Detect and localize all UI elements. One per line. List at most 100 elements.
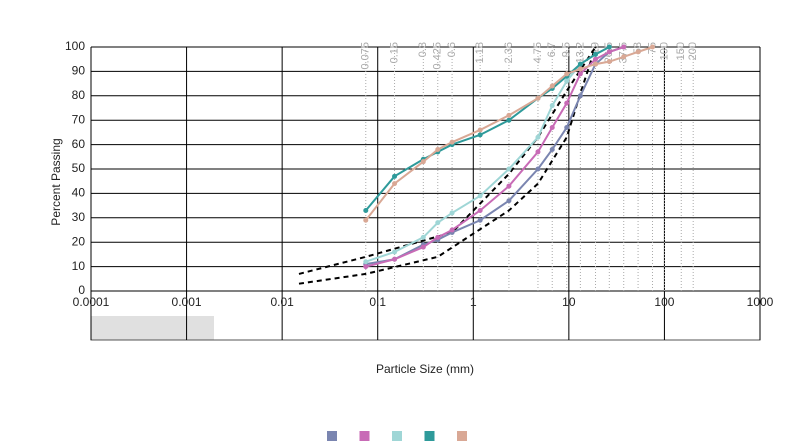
series-line <box>365 46 625 266</box>
data-point <box>392 181 398 187</box>
data-point <box>535 95 541 101</box>
data-point <box>435 146 441 152</box>
y-axis-label: Percent Passing <box>49 138 63 225</box>
x-tick-label: 1 <box>470 295 477 309</box>
series-line <box>364 46 653 221</box>
x-tick-label: 0.001 <box>172 295 202 309</box>
data-point <box>506 198 512 204</box>
data-point <box>535 149 541 155</box>
y-tick-label: 10 <box>72 259 86 273</box>
data-point <box>363 217 369 223</box>
y-tick-label: 100 <box>65 39 85 53</box>
data-point <box>549 125 555 131</box>
data-point <box>564 71 570 77</box>
sieve-label: 0.075 <box>360 42 372 70</box>
x-tick-label: 1000 <box>747 295 774 309</box>
data-point <box>477 193 483 199</box>
data-point <box>363 207 369 213</box>
y-tick-label: 20 <box>72 234 86 248</box>
data-point <box>506 183 512 189</box>
x-axis-label: Particle Size (mm) <box>376 362 474 376</box>
envelope-line <box>298 46 597 275</box>
data-point <box>449 139 455 145</box>
data-point <box>549 83 555 89</box>
sieve-label: 1.18 <box>474 42 486 63</box>
y-tick-label: 80 <box>72 88 86 102</box>
data-point <box>535 134 541 140</box>
y-tick-label: 50 <box>72 161 86 175</box>
y-tick-label: 60 <box>72 137 86 151</box>
data-point <box>606 59 612 65</box>
data-point <box>506 166 512 172</box>
legend-swatch <box>392 431 402 441</box>
x-tick-label: 100 <box>654 295 674 309</box>
legend-swatch <box>457 431 467 441</box>
data-point <box>477 127 483 133</box>
legend-swatch <box>327 431 337 441</box>
data-point <box>435 234 441 240</box>
data-point <box>363 259 369 265</box>
data-point <box>577 93 583 99</box>
sieve-label: 0.15 <box>388 42 400 63</box>
data-point <box>549 146 555 152</box>
data-point <box>449 210 455 216</box>
sieve-label: 200 <box>687 42 699 60</box>
data-point <box>420 159 426 165</box>
y-tick-label: 40 <box>72 186 86 200</box>
x-tick-label: 0.01 <box>270 295 294 309</box>
sieve-label: 4.75 <box>532 42 544 63</box>
data-point <box>392 256 398 262</box>
data-point <box>606 44 612 50</box>
data-point <box>392 173 398 179</box>
y-tick-label: 0 <box>78 283 85 297</box>
sieve-label: 13.2 <box>574 42 586 63</box>
legend-swatch <box>424 431 435 441</box>
data-point <box>577 61 583 67</box>
data-point <box>635 49 641 55</box>
data-point <box>420 234 426 240</box>
series-line <box>365 46 610 263</box>
series-line <box>365 46 625 268</box>
data-point <box>435 220 441 226</box>
data-point <box>592 56 598 62</box>
data-point <box>392 249 398 255</box>
fraction-band <box>91 316 214 340</box>
data-point <box>606 49 612 55</box>
data-point <box>621 44 627 50</box>
data-point <box>420 244 426 250</box>
data-point <box>363 264 369 270</box>
data-point <box>649 44 655 50</box>
data-point <box>506 117 512 123</box>
sieve-label: 6.7 <box>546 42 558 57</box>
data-point <box>535 166 541 172</box>
envelope-line <box>298 46 597 285</box>
data-point <box>577 71 583 77</box>
legend-swatch <box>359 431 370 441</box>
data-point <box>564 125 570 131</box>
x-tick-label: 0.1 <box>369 295 386 309</box>
sieve-label: 0.3 <box>417 42 429 57</box>
sieve-label: 2.36 <box>503 42 515 63</box>
data-point <box>564 100 570 106</box>
data-point <box>477 217 483 223</box>
data-point <box>564 78 570 84</box>
data-point <box>449 227 455 233</box>
y-tick-label: 90 <box>72 64 86 78</box>
data-point <box>549 103 555 109</box>
data-point <box>592 61 598 67</box>
sieve-label: 9.5 <box>561 42 573 57</box>
data-point <box>592 51 598 57</box>
data-point <box>506 112 512 118</box>
sieve-label: 0.6 <box>446 42 458 57</box>
sieve-label: 0.425 <box>432 42 444 70</box>
data-point <box>477 132 483 138</box>
data-point <box>621 54 627 60</box>
y-tick-label: 30 <box>72 210 86 224</box>
sieve-label: 150 <box>675 42 687 60</box>
x-tick-label: 10 <box>562 295 576 309</box>
y-tick-label: 70 <box>72 112 86 126</box>
data-point <box>577 66 583 72</box>
sieve-label: 100 <box>658 42 670 60</box>
x-tick-label: 0.0001 <box>73 295 110 309</box>
